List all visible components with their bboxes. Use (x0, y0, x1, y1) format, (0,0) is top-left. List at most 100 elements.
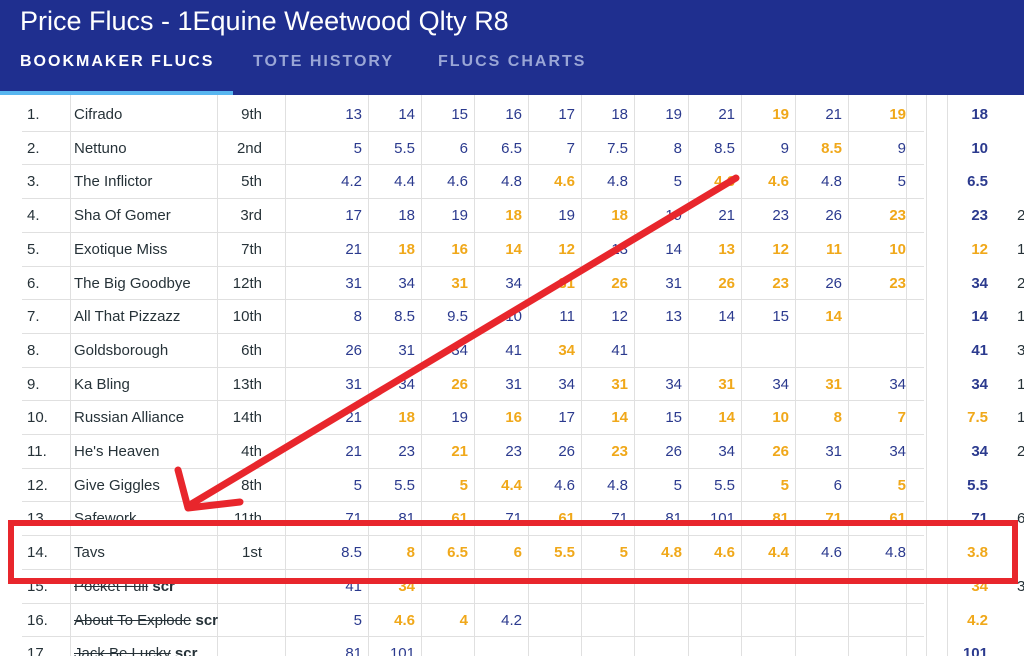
runner-name[interactable]: Safework (74, 502, 137, 535)
price-fluc: 21 (825, 106, 842, 123)
runner-number: 7. (27, 308, 40, 326)
runner-name[interactable]: Pocket Full scr (74, 570, 175, 603)
runner-row[interactable]: 9. Ka Bling 13th 31 34 26 31 34 31 34 31 34 31 34 34 1 (22, 368, 1024, 402)
runner-row[interactable]: 12. Give Giggles 8th 5 5.5 5 4.4 4.6 4.8 5 5.5 5 6 5 5… (22, 469, 1024, 503)
runner-row[interactable]: 7. All That Pizzazz 10th 8 8.5 9.5 10 11 12 13 14 1… (22, 300, 1024, 334)
runner-name-text: Ka Bling (74, 375, 130, 393)
price-fluc: 6 (513, 544, 522, 562)
tab-flucs-charts[interactable]: FLUCS CHARTS (438, 53, 587, 70)
runner-name[interactable]: The Inflictor (74, 165, 152, 198)
runner-row[interactable]: 15. Pocket Full scr 41 34 34 3 (22, 570, 1024, 604)
price-fluc: 14 (665, 240, 682, 258)
price-fluc: 4.8 (501, 173, 522, 191)
runner-row[interactable]: 3. The Inflictor 5th 4.2 4.4 4.6 4.8 4.6 4.8 5 4.6… (22, 165, 1024, 199)
price-fluc: 23 (398, 443, 415, 460)
price-fluc: 19 (558, 207, 575, 225)
runner-name[interactable]: All That Pizzazz (74, 300, 180, 333)
flucs-table: 1. Cifrado 9th 13 14 15 16 17 18 19 21 19 21 19 18 2. Ne… (0, 95, 1024, 656)
price-fluc: 4.6 (768, 173, 789, 191)
finish-position: 11th (233, 510, 262, 528)
finish-position (218, 637, 262, 656)
price-fluc: 16 (451, 240, 468, 258)
price-fluc: 34 (772, 375, 789, 393)
runner-name[interactable]: The Big Goodbye (74, 267, 191, 300)
runner-name[interactable]: Sha Of Gomer (74, 199, 171, 232)
last-price: 34 (971, 375, 988, 393)
price-fluc: 18 (398, 240, 415, 258)
price-fluc: 34 (398, 375, 415, 393)
price-fluc: 23 (889, 274, 906, 292)
runner-row[interactable]: 4. Sha Of Gomer 3rd 17 18 19 18 19 18 19 21 23 26 23 2… (22, 199, 1024, 233)
last-price: 14 (971, 308, 988, 326)
runner-name[interactable]: Russian Alliance (74, 401, 184, 434)
runner-number: 12. (27, 476, 48, 494)
runner-row[interactable]: 16. About To Explode scr 5 4.6 4 4.2 4.2 (22, 604, 1024, 638)
runner-name[interactable]: He's Heaven (74, 435, 159, 468)
runner-row[interactable]: 17. Jack Be Lucky scr 81 101 101 (22, 637, 1024, 656)
price-fluc: 8 (353, 308, 362, 326)
price-fluc: 31 (558, 274, 575, 292)
price-fluc: 34 (451, 341, 468, 359)
price-fluc: 11 (826, 240, 842, 258)
price-fluc: 12 (558, 240, 575, 258)
price-fluc: 61 (889, 510, 906, 528)
runner-name[interactable]: Give Giggles (74, 469, 160, 502)
price-fluc: 4 (459, 611, 468, 629)
price-fluc: 7 (897, 409, 906, 427)
runner-name[interactable]: Ka Bling (74, 368, 130, 401)
finish-position: 3rd (240, 207, 262, 225)
price-fluc: 26 (558, 443, 575, 460)
grid-column-divider (906, 95, 907, 656)
price-fluc: 34 (398, 577, 415, 595)
runner-name[interactable]: Nettuno (74, 132, 127, 165)
runner-row[interactable]: 1. Cifrado 9th 13 14 15 16 17 18 19 21 19 21 19 18 (22, 98, 1024, 132)
runner-name[interactable]: Tavs (74, 536, 105, 569)
runner-row[interactable]: 13. Safework 11th 71 81 61 71 61 71 81 101 81 71 61 71… (22, 502, 1024, 536)
runner-row[interactable]: 14. Tavs 1st 8.5 8 6.5 6 5.5 5 4.8 4.6 4.4 4.6 4.8 3.8 (22, 536, 1024, 570)
price-fluc: 26 (825, 274, 842, 292)
runner-name[interactable]: Cifrado (74, 98, 122, 131)
last-price: 34 (971, 577, 988, 595)
price-fluc: 8.5 (394, 308, 415, 326)
price-fluc: 18 (611, 207, 628, 225)
runner-row[interactable]: 5. Exotique Miss 7th 21 18 16 14 12 13 14 13 12 11 10… (22, 233, 1024, 267)
price-fluc: 4.2 (341, 173, 362, 191)
runner-row[interactable]: 6. The Big Goodbye 12th 31 34 31 34 31 26 31 26 23 2… (22, 267, 1024, 301)
runner-name[interactable]: Jack Be Lucky scr (74, 637, 197, 656)
price-fluc: 16 (505, 106, 522, 123)
scratched-badge: scr (148, 577, 175, 595)
runner-name-text: Tavs (74, 544, 105, 562)
price-fluc: 8 (673, 139, 682, 157)
runner-name-text: About To Explode (74, 611, 192, 629)
runner-row[interactable]: 8. Goldsborough 6th 26 31 34 41 34 41 41 3 (22, 334, 1024, 368)
finish-position: 7th (241, 240, 262, 258)
runner-row[interactable]: 11. He's Heaven 4th 21 23 21 23 26 23 26 34 26 31 34 3… (22, 435, 1024, 469)
price-fluc: 31 (718, 375, 735, 393)
runner-row[interactable]: 10. Russian Alliance 14th 21 18 19 16 17 14 15 14 1… (22, 401, 1024, 435)
price-fluc: 41 (505, 341, 522, 359)
runner-number: 11. (27, 443, 47, 460)
price-fluc: 71 (345, 510, 362, 528)
finish-position: 1st (241, 544, 262, 562)
price-fluc: 8.5 (714, 139, 735, 157)
app-header: Price Flucs - 1Equine Weetwood Qlty R8 B… (0, 0, 1024, 95)
price-fluc: 21 (345, 240, 362, 258)
price-fluc: 4.2 (501, 611, 522, 629)
runner-number: 5. (27, 240, 40, 258)
price-fluc: 12 (772, 240, 789, 258)
price-fluc: 31 (825, 375, 842, 393)
runner-row[interactable]: 2. Nettuno 2nd 5 5.5 6 6.5 7 7.5 8 8.5 9 8.5 9 10 (22, 132, 1024, 166)
tab-tote-history[interactable]: TOTE HISTORY (253, 53, 395, 70)
grid-column-divider (926, 95, 927, 656)
runner-number: 3. (27, 173, 40, 191)
price-fluc: 21 (718, 207, 735, 225)
price-fluc: 5.5 (554, 544, 575, 562)
price-fluc: 8 (833, 409, 842, 427)
runner-name[interactable]: Goldsborough (74, 334, 168, 367)
price-fluc: 81 (772, 510, 789, 528)
runner-name[interactable]: Exotique Miss (74, 233, 167, 266)
price-fluc: 81 (345, 645, 362, 656)
runner-name[interactable]: About To Explode scr (74, 604, 218, 637)
price-fluc: 9 (780, 139, 789, 157)
tab-bookmaker-flucs[interactable]: BOOKMAKER FLUCS (20, 53, 215, 70)
